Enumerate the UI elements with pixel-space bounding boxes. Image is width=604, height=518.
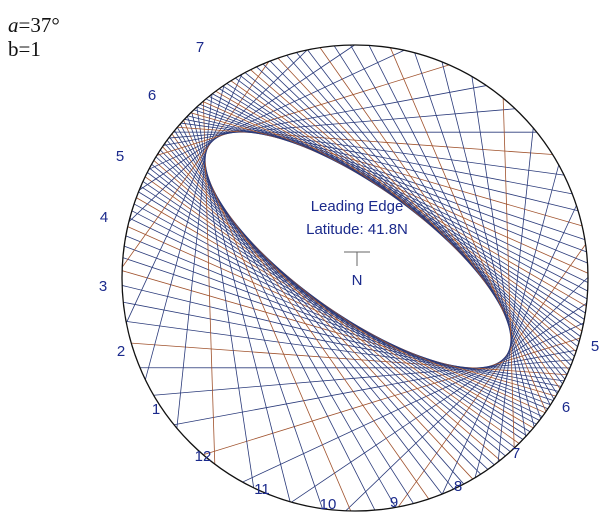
chord xyxy=(187,115,579,212)
chord xyxy=(125,74,243,324)
chord xyxy=(441,61,535,428)
chord xyxy=(126,320,565,382)
caption-line2: Latitude: 41.8N xyxy=(306,221,408,238)
hour-label: 3 xyxy=(99,278,107,295)
chord xyxy=(122,285,559,392)
chord xyxy=(277,57,570,371)
chord xyxy=(127,226,546,414)
hour-label: 11 xyxy=(254,481,270,498)
hour-label: 6 xyxy=(148,87,156,104)
hour-label: 7 xyxy=(196,39,204,56)
chord xyxy=(184,118,573,195)
param-a-symbol: a xyxy=(8,13,19,37)
caption-line1: Leading Edge xyxy=(311,198,404,215)
chord xyxy=(123,301,562,387)
chord xyxy=(441,205,577,495)
chord xyxy=(191,111,291,502)
chord xyxy=(262,63,574,362)
chord xyxy=(368,45,551,406)
chord xyxy=(157,153,489,470)
chord xyxy=(163,85,487,146)
chord xyxy=(129,217,543,417)
chords xyxy=(121,44,589,512)
hour-label: 1 xyxy=(152,401,160,418)
chord xyxy=(350,44,555,400)
chord xyxy=(345,277,589,512)
chord xyxy=(296,52,566,380)
hour-labels: 7 6 5 4 3 2 1 12 11 10 9 8 7 6 5 xyxy=(99,39,599,513)
chord xyxy=(153,160,501,461)
param-a-value: =37° xyxy=(19,13,60,37)
chord xyxy=(250,69,577,352)
chord xyxy=(199,103,588,264)
chord xyxy=(122,270,556,397)
hour-label: 4 xyxy=(100,209,108,226)
chord xyxy=(149,167,511,452)
chord xyxy=(307,49,563,385)
chord xyxy=(203,337,581,456)
chord xyxy=(186,116,323,509)
chord xyxy=(166,140,454,490)
chord xyxy=(269,60,572,366)
chord xyxy=(155,156,495,466)
param-b: b=1 xyxy=(8,37,41,61)
chord xyxy=(160,149,481,475)
chord xyxy=(242,322,584,483)
chord xyxy=(474,164,560,478)
dial-circle xyxy=(121,44,589,512)
chord xyxy=(122,257,554,401)
chord xyxy=(168,108,516,139)
chord xyxy=(128,49,308,223)
chord xyxy=(164,143,465,485)
hour-label: 5 xyxy=(116,148,124,165)
hour-label: 9 xyxy=(390,494,398,511)
chord xyxy=(148,49,405,170)
chord xyxy=(156,64,450,156)
north-label: N xyxy=(352,272,363,289)
chord xyxy=(319,47,561,389)
chord xyxy=(212,93,588,300)
hour-label: 10 xyxy=(320,496,337,513)
chord xyxy=(173,349,577,426)
chord xyxy=(256,66,575,357)
chord xyxy=(333,45,558,395)
hour-label: 2 xyxy=(117,343,125,360)
chord xyxy=(502,98,515,449)
chord xyxy=(286,54,568,375)
chord xyxy=(390,47,547,412)
chord xyxy=(397,244,586,508)
chord xyxy=(138,44,355,191)
hour-label: 6 xyxy=(562,399,570,416)
hour-label: 12 xyxy=(195,448,212,465)
chord xyxy=(497,127,534,462)
chord xyxy=(153,359,574,396)
hour-label: 7 xyxy=(512,445,520,462)
chord xyxy=(147,172,516,448)
hour-label: 5 xyxy=(591,338,599,355)
chord xyxy=(471,76,527,437)
chord xyxy=(151,163,506,457)
chord xyxy=(131,342,567,376)
chord xyxy=(205,98,589,283)
hour-label: 8 xyxy=(454,478,462,495)
chord xyxy=(196,106,255,488)
chord xyxy=(177,126,553,155)
chord xyxy=(414,52,542,419)
chord xyxy=(125,235,549,410)
chord xyxy=(180,122,565,176)
param-a: a=37° xyxy=(8,13,60,37)
chord xyxy=(193,109,585,240)
